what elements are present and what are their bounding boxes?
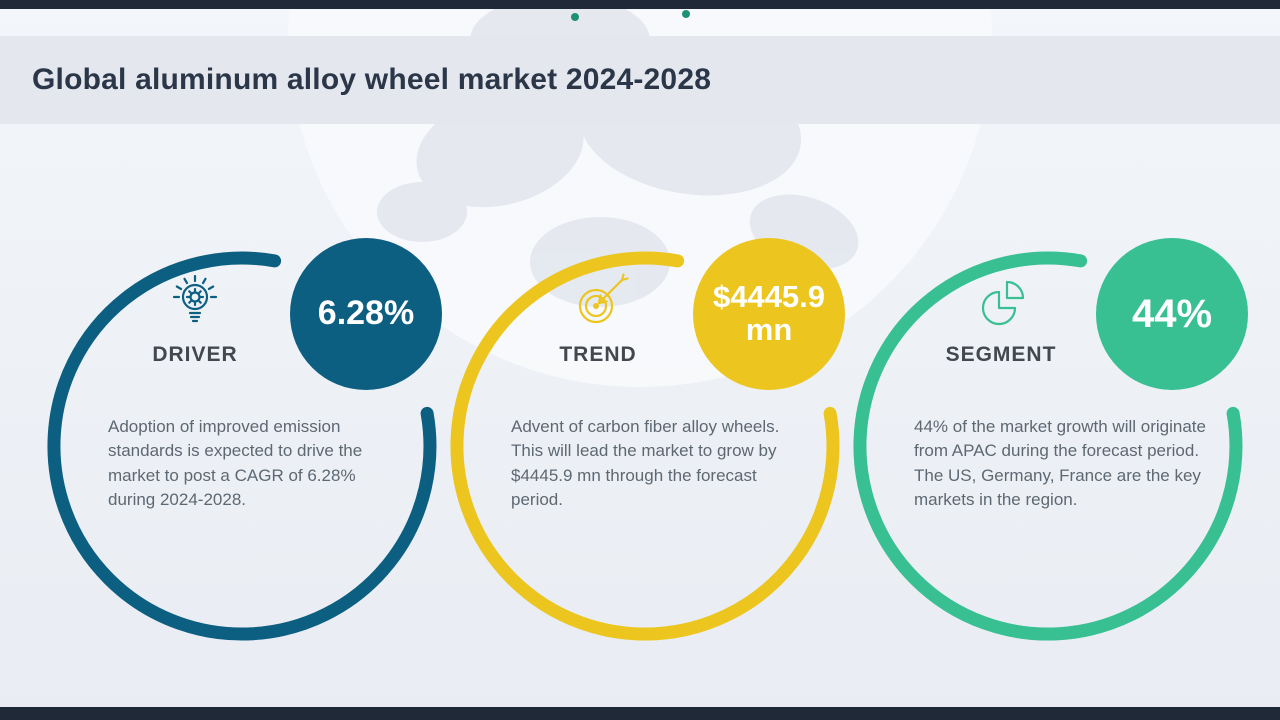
- segment-ring: [853, 251, 1243, 641]
- trend-description: Advent of carbon fiber alloy wheels. Thi…: [511, 417, 780, 510]
- header-band: Global aluminum alloy wheel market 2024-…: [0, 36, 1280, 124]
- top-bar: [0, 0, 1280, 9]
- trend-icon-block: TREND: [509, 272, 687, 367]
- driver-description: Adoption of improved emission standards …: [108, 417, 363, 510]
- pie-chart-icon: [981, 280, 1025, 326]
- target-arrow-icon: [578, 273, 629, 324]
- segment-icon-block: SEGMENT: [912, 272, 1090, 367]
- segment-label: SEGMENT: [945, 343, 1057, 366]
- card-segment: 44% SEGMENT 44% of the market growth wil…: [848, 238, 1248, 646]
- trend-ring: [450, 251, 840, 641]
- driver-stat-badge: 6.28%: [290, 238, 442, 390]
- driver-icon-block: DRIVER: [106, 272, 284, 367]
- bottom-bar: [0, 707, 1280, 720]
- page-title: Global aluminum alloy wheel market 2024-…: [32, 63, 712, 96]
- segment-description: 44% of the market growth will originate …: [914, 417, 1206, 510]
- driver-ring: [47, 251, 437, 641]
- driver-label: DRIVER: [152, 343, 238, 366]
- lightbulb-gear-icon: [172, 274, 218, 323]
- card-trend: $4445.9 mn TREND Advent of carbon fiber …: [445, 238, 845, 646]
- trend-stat-badge: $4445.9 mn: [693, 238, 845, 390]
- segment-stat-badge: 44%: [1096, 238, 1248, 390]
- trend-label: TREND: [559, 343, 637, 366]
- card-driver: 6.28%: [42, 238, 442, 646]
